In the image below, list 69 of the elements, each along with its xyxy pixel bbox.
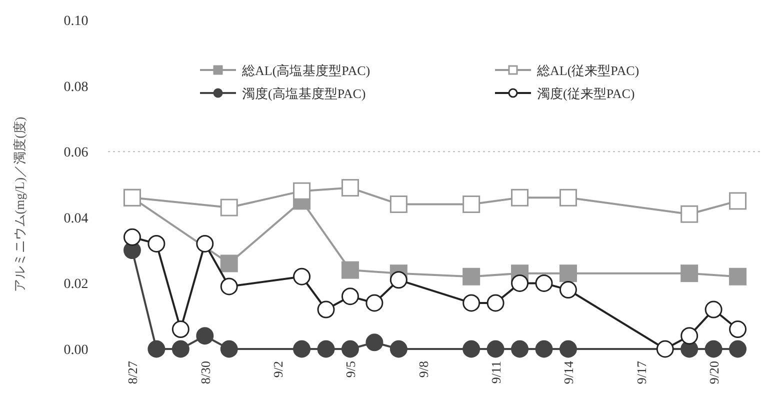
point [366,334,384,352]
point [559,281,577,299]
point [220,278,238,296]
point [535,274,553,292]
y-tick-label: 0.04 [64,211,88,226]
point [704,300,722,318]
point [462,294,480,312]
point [680,327,698,345]
point [341,340,359,358]
y-tick-label: 0.06 [64,146,88,161]
point [317,300,335,318]
y-tick-label: 0.10 [64,14,88,29]
point [704,340,722,358]
point [341,288,359,306]
point [559,264,577,282]
y-tick-label: 0.08 [64,80,88,95]
point [462,268,480,286]
point [559,340,577,358]
y-tick-label: 0.00 [64,343,88,358]
point [148,234,166,252]
legend-label: 総AL(従来型PAC) [536,63,640,78]
point [293,340,311,358]
point [511,340,529,358]
point [486,294,504,312]
point [729,192,747,210]
point [680,205,698,223]
point [511,274,529,292]
x-tick-label: 8/30 [198,361,213,384]
x-tick-label: 9/5 [343,361,358,378]
point [729,340,747,358]
x-tick-label: 8/27 [125,360,140,384]
x-tick-label: 9/2 [270,361,286,378]
x-tick-label: 9/17 [634,360,649,384]
point [293,268,311,286]
point [390,195,408,213]
point [559,188,577,206]
point [293,182,311,200]
x-tick-label: 9/8 [416,361,431,378]
point [535,340,553,358]
point [680,264,698,282]
point [220,198,238,216]
x-tick-label: 9/14 [561,360,576,384]
point [341,261,359,279]
y-tick-label: 0.02 [64,277,88,292]
x-tick-label: 9/20 [706,361,722,384]
point [511,188,529,206]
y-axis-title: アルミニウム(mg/L)／濁度(度) [12,116,27,292]
point [462,195,480,213]
point [123,228,141,246]
point [220,340,238,358]
point [729,268,747,286]
legend-label: 濁度(従来型PAC) [537,86,635,101]
legend-label: 濁度(高塩基度型PAC) [242,86,366,101]
point [172,320,190,338]
point [172,340,190,358]
point [390,271,408,289]
x-tick-label: 9/11 [488,361,504,384]
point [317,340,335,358]
point [656,340,674,358]
point [341,179,359,197]
point [148,340,166,358]
point [196,234,214,252]
point [390,340,408,358]
point [486,340,504,358]
point [366,294,384,312]
point [196,327,214,345]
point [220,254,238,272]
legend-label: 総AL(高塩基度型PAC) [241,63,370,78]
point [462,340,480,358]
